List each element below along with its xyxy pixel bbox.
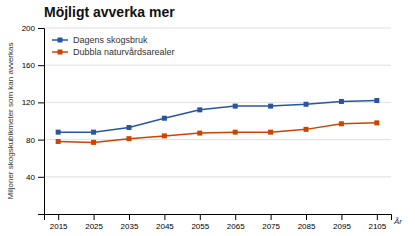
x-axis-tick: 2045 <box>156 214 174 231</box>
title: Möjligt avverka mer <box>44 4 175 20</box>
marker <box>126 136 131 141</box>
x-axis-tick: 2095 <box>333 214 351 231</box>
x-axis-tick-label: 2085 <box>298 222 316 231</box>
y-axis-tick-label: 120 <box>22 98 36 107</box>
legend-marker <box>58 50 63 55</box>
series-markers <box>56 98 380 135</box>
marker <box>126 125 131 130</box>
x-axis-tick-mark <box>235 214 236 220</box>
grid-line <box>44 176 391 177</box>
legend-label: Dubbla naturvårdsarealer <box>73 47 175 57</box>
series-line <box>58 101 377 133</box>
y-axis-tick-mark <box>38 177 44 178</box>
x-axis-tick: 2055 <box>191 214 209 231</box>
y-axis-tick: 120 <box>22 98 44 107</box>
marker <box>91 130 96 135</box>
marker <box>233 130 238 135</box>
legend-item: Dagens skogsbruk <box>52 35 148 45</box>
x-axis-tick-mark <box>341 214 342 220</box>
grid-line <box>44 28 391 29</box>
marker <box>268 130 273 135</box>
legend-label: Dagens skogsbruk <box>73 35 148 45</box>
x-axis-tick-mark <box>306 214 307 220</box>
marker <box>56 139 61 144</box>
marker <box>304 127 309 132</box>
x-axis-tick: 2085 <box>298 214 316 231</box>
legend-marker <box>58 38 63 43</box>
x-axis-tick: 2075 <box>262 214 280 231</box>
series-markers <box>56 120 380 145</box>
x-axis-tick-mark <box>94 214 95 220</box>
legend: Dagens skogsbruk Dubbla naturvårdsarealer <box>52 35 175 57</box>
marker <box>339 99 344 104</box>
x-axis-tick: 2065 <box>227 214 245 231</box>
x-axis-tick-mark <box>271 214 272 220</box>
y-axis-line <box>38 29 45 215</box>
x-axis-tick: 2025 <box>85 214 103 231</box>
x-axis-tick-label: 2045 <box>156 222 174 231</box>
series-line <box>58 123 377 143</box>
x-axis-tick-label: 2095 <box>333 222 351 231</box>
grid-line <box>44 65 391 66</box>
marker <box>162 133 167 138</box>
y-axis-tick-label: 200 <box>22 24 36 33</box>
x-axis-tick-label: 2035 <box>121 222 139 231</box>
x-axis-tick-label: 2025 <box>85 222 103 231</box>
y-axis-tick: 200 <box>22 24 44 33</box>
plot-area: 2015 2025 2035 2045 2055 2065 2075 2085 2095 2105… <box>22 24 392 231</box>
x-axis-title: År <box>393 217 402 226</box>
x-axis-tick-mark <box>129 214 130 220</box>
marker <box>339 121 344 126</box>
marker <box>56 130 61 135</box>
x-axis-tick-mark <box>164 214 165 220</box>
y-axis-tick-mark <box>38 102 44 103</box>
y-axis-title: Miljoner skogskubikmeter som kan avverka… <box>6 43 15 200</box>
marker <box>233 104 238 109</box>
marker <box>304 102 309 107</box>
x-axis-tick-label: 2015 <box>50 222 68 231</box>
marker <box>197 107 202 112</box>
x-axis-tick-mark <box>377 214 378 220</box>
y-axis-tick: 40 <box>26 173 44 182</box>
x-axis-tick-label: 2075 <box>262 222 280 231</box>
y-axis-tick-mark <box>38 28 44 29</box>
marker <box>374 98 379 103</box>
y-axis-tick-mark <box>38 140 44 141</box>
marker <box>197 131 202 136</box>
y-axis-tick-mark <box>38 65 44 66</box>
x-axis-tick: 2035 <box>121 214 139 231</box>
x-axis: 2015 2025 2035 2045 2055 2065 2075 2085 2095 2105 <box>45 214 392 231</box>
marker <box>374 120 379 125</box>
y-axis-tick-label: 40 <box>26 173 35 182</box>
grid <box>44 28 391 177</box>
marker <box>268 104 273 109</box>
y-axis: 40 80 120 160 200 <box>22 24 45 214</box>
y-axis-tick: 80 <box>26 136 44 145</box>
marker <box>162 116 167 121</box>
x-axis-tick-label: 2065 <box>227 222 245 231</box>
marker <box>91 140 96 145</box>
x-axis-tick-label: 2055 <box>191 222 209 231</box>
legend-item: Dubbla naturvårdsarealer <box>52 47 175 57</box>
x-axis-line <box>45 215 392 221</box>
x-axis-tick-mark <box>200 214 201 220</box>
x-axis-tick: 2105 <box>368 214 386 231</box>
x-axis-tick: 2015 <box>50 214 68 231</box>
y-axis-tick: 160 <box>22 61 44 70</box>
chart: 2015 2025 2035 2045 2055 2065 2075 2085 2095 2105… <box>0 0 415 236</box>
x-axis-tick-mark <box>58 214 59 220</box>
y-axis-tick-label: 160 <box>22 61 36 70</box>
y-axis-tick-label: 80 <box>26 136 35 145</box>
series-group <box>56 98 380 145</box>
x-axis-tick-label: 2105 <box>368 222 386 231</box>
